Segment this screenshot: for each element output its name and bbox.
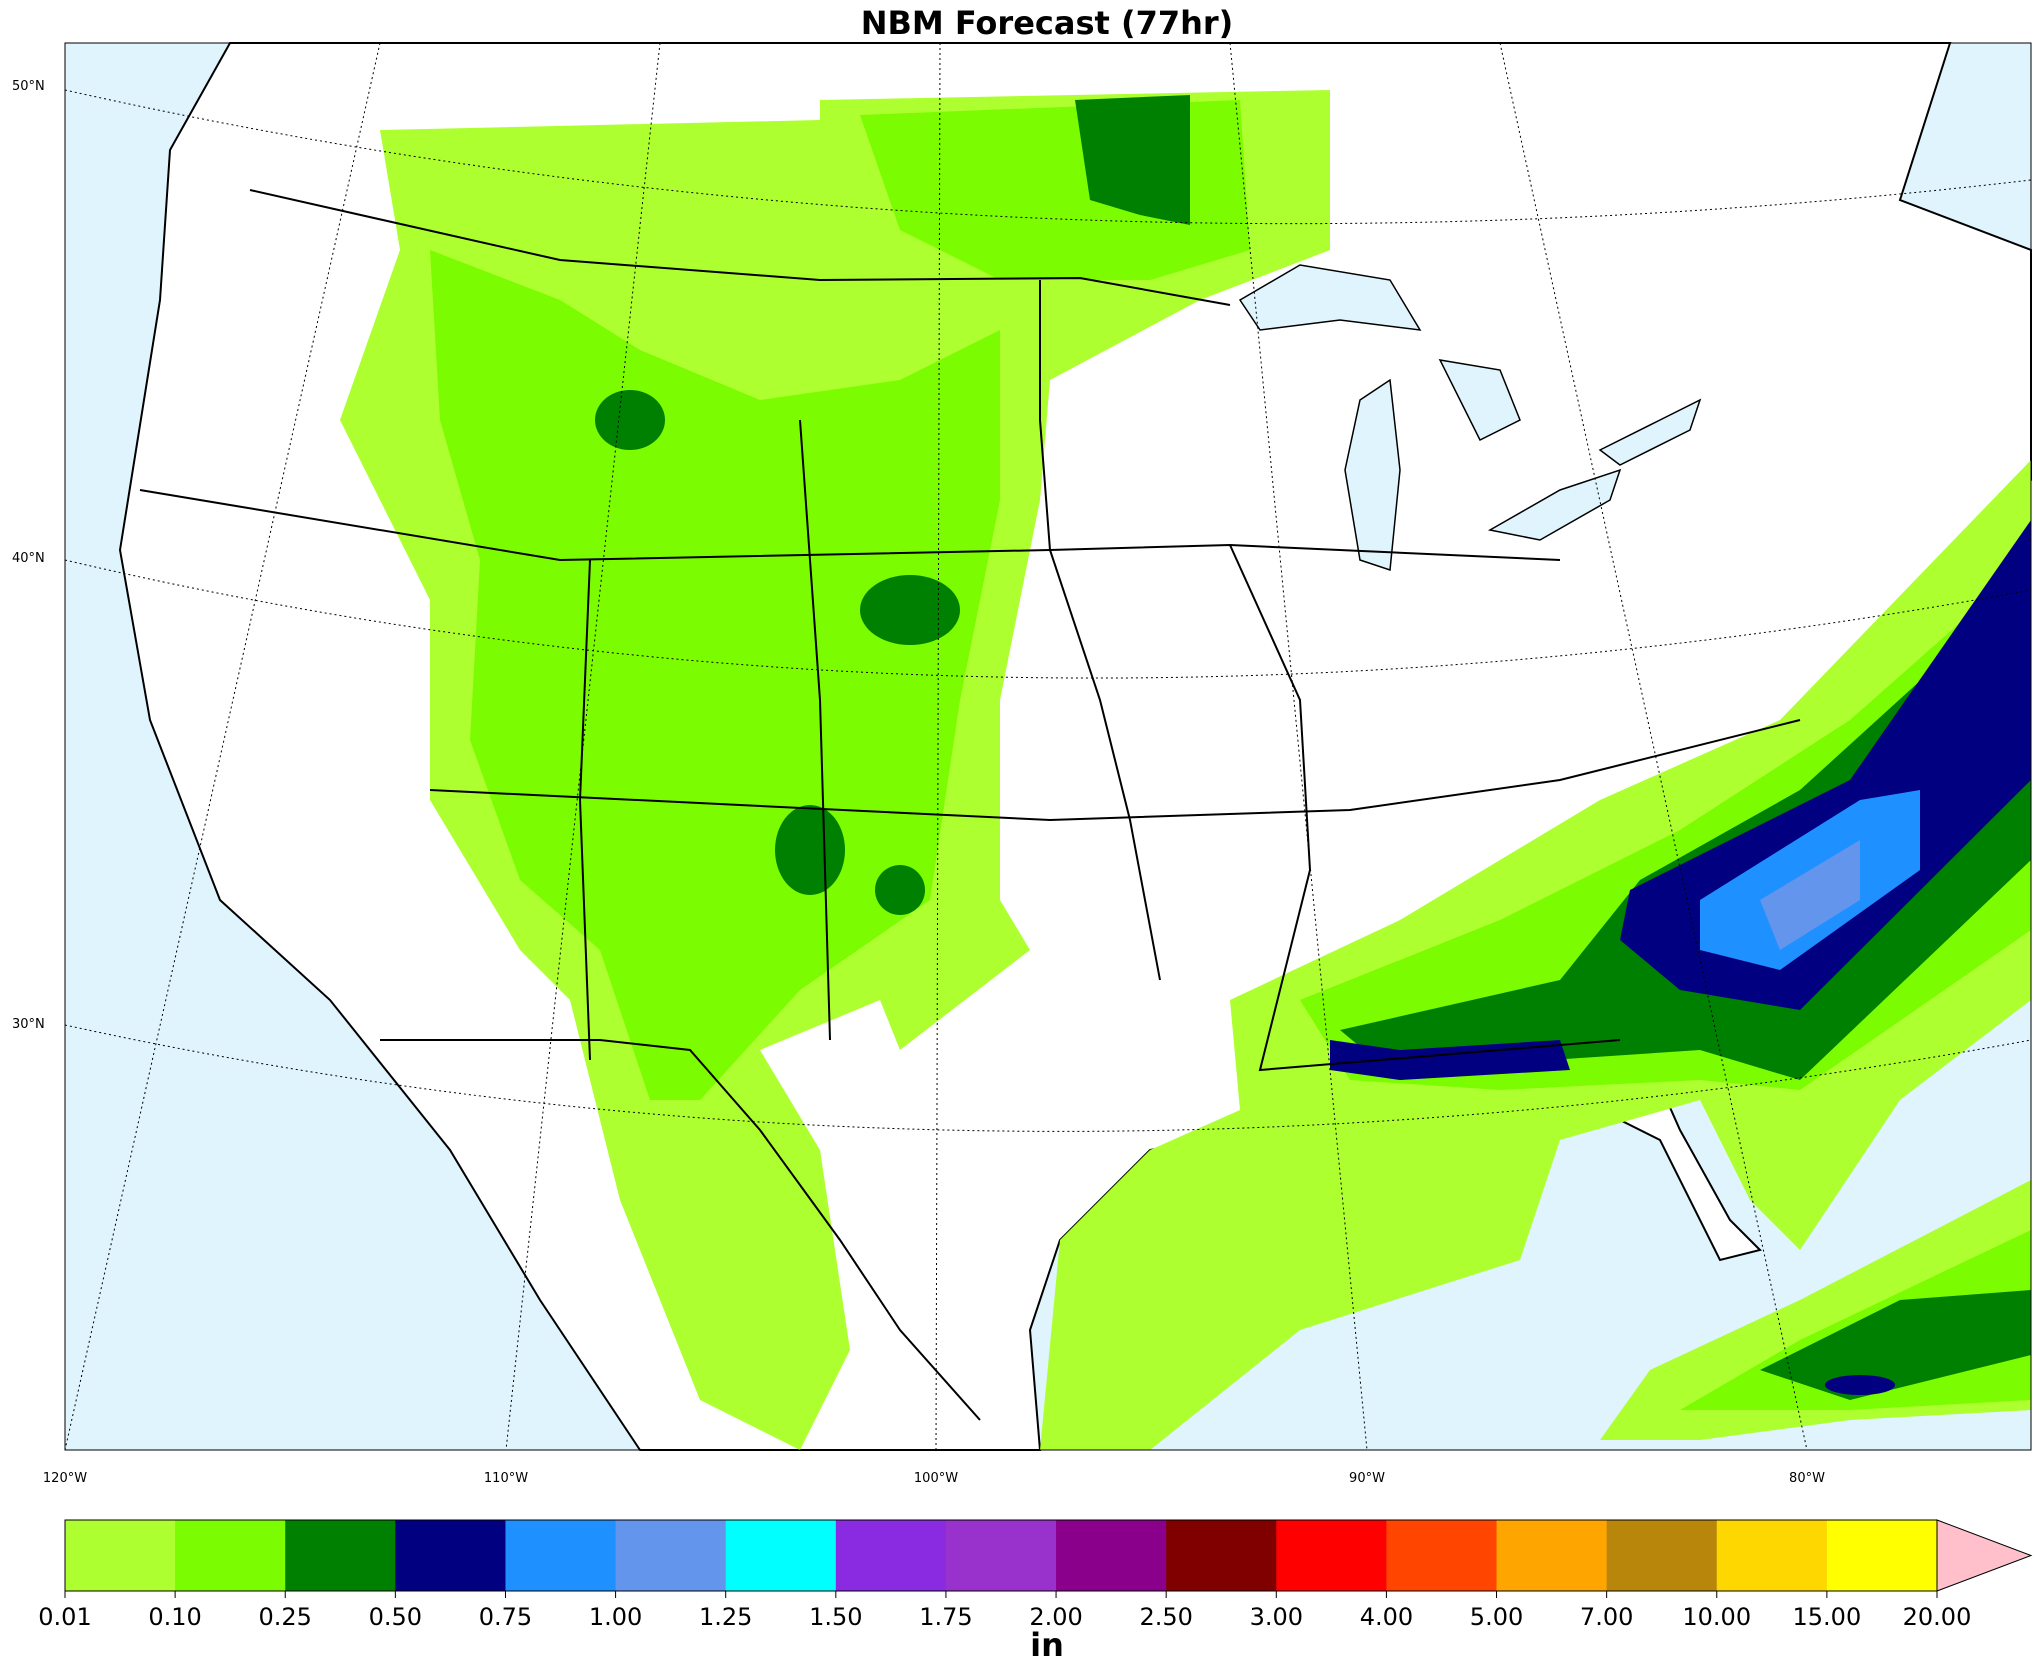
graticule-line xyxy=(1229,42,1368,1451)
colorbar-segment xyxy=(1606,1520,1718,1591)
border xyxy=(1229,544,1621,1072)
border xyxy=(429,719,1801,822)
lon-label: 80°W xyxy=(1789,1471,1825,1486)
lake xyxy=(1487,468,1622,541)
colorbar-segment xyxy=(175,1520,286,1591)
lake xyxy=(1238,264,1422,331)
lake xyxy=(1438,359,1521,442)
precip-area xyxy=(860,575,960,645)
graticule-line xyxy=(1499,42,1808,1451)
colorbar-segment xyxy=(1276,1520,1387,1591)
colorbar-tick-label: 1.50 xyxy=(809,1603,862,1631)
precip-area xyxy=(875,865,925,915)
colorbar-tick-label: 0.01 xyxy=(38,1603,91,1631)
colorbar-tick-label: 20.00 xyxy=(1903,1603,1972,1631)
colorbar-segment xyxy=(1716,1520,1828,1591)
colorbar-tick-label: 2.00 xyxy=(1029,1603,1082,1631)
precip-area xyxy=(1760,840,1860,950)
lat-label: 50°N xyxy=(12,79,45,94)
colorbar-frame xyxy=(64,1519,1938,1592)
map-frame xyxy=(64,42,2032,1451)
colorbar-tick-label: 1.75 xyxy=(919,1603,972,1631)
lakes xyxy=(1238,264,1702,572)
graticule-line xyxy=(64,1024,2032,1132)
colorbar-segment xyxy=(395,1520,506,1591)
precip-area xyxy=(1340,580,2031,1080)
colorbar-tick-label: 0.50 xyxy=(369,1603,422,1631)
colorbar-segment xyxy=(1166,1520,1277,1591)
colorbar-segment xyxy=(65,1520,176,1591)
colorbar-tick-label: 2.50 xyxy=(1139,1603,1192,1631)
lon-label: 120°W xyxy=(43,1471,87,1486)
precip-area xyxy=(1075,95,1190,225)
border xyxy=(578,559,591,1061)
precip-area xyxy=(430,250,1000,1100)
colorbar-segment xyxy=(725,1520,837,1591)
graticule-line xyxy=(505,42,661,1451)
lat-label: 40°N xyxy=(12,551,45,566)
precip-area xyxy=(1825,1375,1895,1395)
colorbar-tick-label: 15.00 xyxy=(1793,1603,1862,1631)
graticule xyxy=(64,42,2032,1451)
colorbar-tick-label: 3.00 xyxy=(1250,1603,1303,1631)
graticule-line xyxy=(64,42,381,1451)
graticule-line xyxy=(64,89,2032,225)
colorbar-segment xyxy=(1056,1520,1167,1591)
colorbar-tick-label: 0.25 xyxy=(259,1603,312,1631)
colorbar-tick-label: 5.00 xyxy=(1470,1603,1523,1631)
border xyxy=(380,1039,981,1421)
colorbar-extension xyxy=(1936,1519,2033,1592)
colorbar-tick-label: 0.75 xyxy=(479,1603,532,1631)
map xyxy=(64,42,2032,1451)
colorbar-segment xyxy=(285,1520,396,1591)
precip-area xyxy=(1760,1290,2031,1400)
colorbar-tick-label: 1.25 xyxy=(699,1603,752,1631)
precip xyxy=(340,90,2031,1450)
colorbar-segment xyxy=(1386,1520,1498,1591)
colorbar-segment xyxy=(835,1520,947,1591)
colorbar-label: in xyxy=(1030,1626,1064,1664)
precip-area xyxy=(595,390,665,450)
colorbar-segment xyxy=(615,1520,727,1591)
border xyxy=(1039,280,1161,981)
lake xyxy=(1344,378,1401,572)
lon-label: 110°W xyxy=(484,1471,528,1486)
colorbar-segment xyxy=(1826,1520,1938,1591)
colorbar-segment xyxy=(505,1520,617,1591)
colorbar-tick-label: 7.00 xyxy=(1580,1603,1633,1631)
colorbar-tick-label: 10.00 xyxy=(1682,1603,1751,1631)
colorbar-tick-label: 0.10 xyxy=(148,1603,201,1631)
colorbar-tick-label: 1.00 xyxy=(589,1603,642,1631)
graticule-line xyxy=(64,559,2032,679)
colorbar-tick-label: 4.00 xyxy=(1360,1603,1413,1631)
border xyxy=(249,189,1231,306)
colorbar-segment xyxy=(945,1520,1057,1591)
colorbar-segment xyxy=(1496,1520,1608,1591)
border xyxy=(799,419,831,1041)
lat-label: 30°N xyxy=(12,1017,45,1032)
lake xyxy=(1598,398,1702,466)
borders xyxy=(139,189,1801,1421)
title: NBM Forecast (77hr) xyxy=(861,4,1234,42)
lon-label: 100°W xyxy=(914,1471,958,1486)
precip-area xyxy=(775,805,845,895)
lon-label: 90°W xyxy=(1349,1471,1385,1486)
